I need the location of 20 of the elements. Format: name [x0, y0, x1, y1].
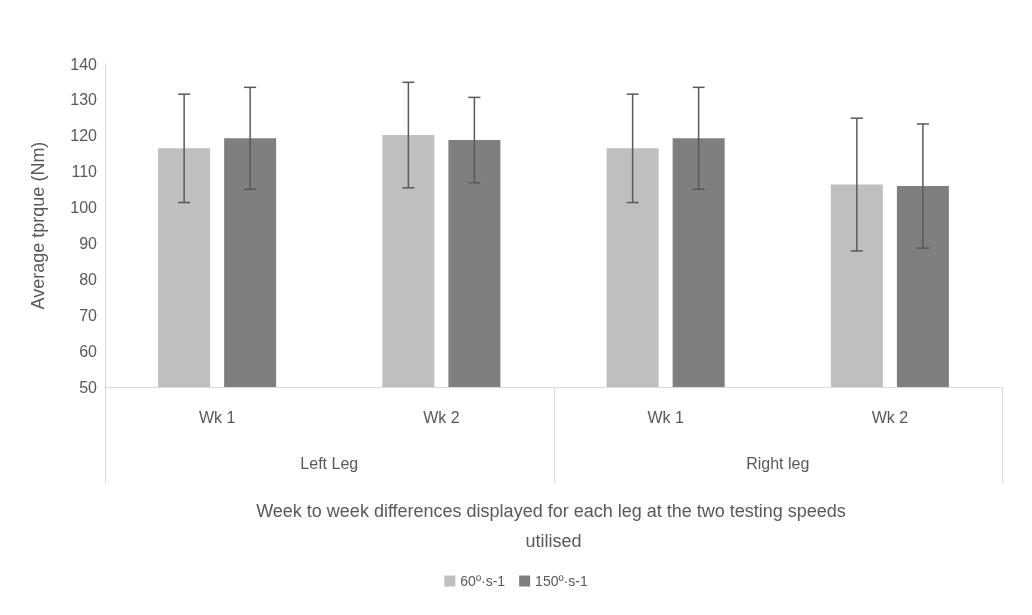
y-tick-label: 130	[70, 91, 98, 109]
y-axis-title: Average tprque (Nm)	[28, 141, 48, 310]
text: Left Leg	[300, 454, 359, 472]
y-tick-label: 110	[71, 163, 98, 181]
x-tick-label: Wk 2	[423, 408, 460, 426]
y-tick-label: 140	[70, 55, 98, 73]
x-tick-label: Wk 2	[871, 408, 909, 426]
legend-label: 150º·s-1	[535, 573, 588, 589]
y-tick-label: 80	[79, 270, 98, 288]
legend-label: 60º·s-1	[460, 573, 506, 589]
y-tick-label: 70	[79, 306, 98, 324]
x-axis-title: Week to week differences displayed for each leg at the two testing speeds utilised	[256, 501, 851, 551]
x-tick-label: Wk 1	[647, 408, 684, 426]
y-tick-label: 60	[79, 342, 98, 360]
y-tick-label: 90	[79, 234, 98, 252]
y-tick-label: 100	[70, 199, 98, 217]
x-tick-label: Wk 1	[198, 408, 236, 426]
y-tick-label: 50	[79, 378, 98, 396]
y-tick-label: 120	[70, 127, 98, 145]
text: Right leg	[746, 454, 810, 472]
